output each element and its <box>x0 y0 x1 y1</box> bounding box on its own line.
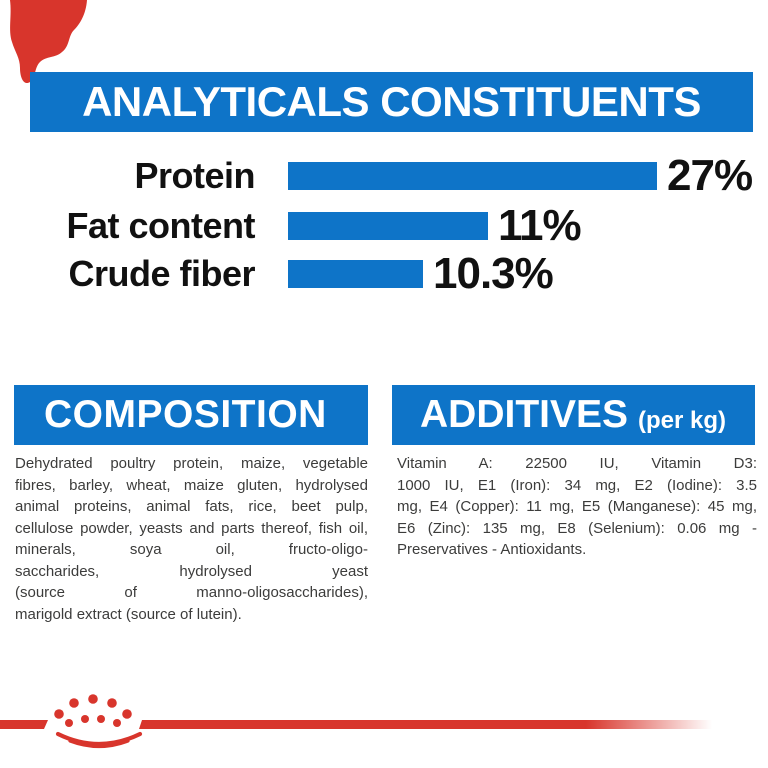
analyticals-header: ANALYTICALS CONSTITUENTS <box>30 72 753 132</box>
fat-content-bar <box>288 212 488 240</box>
footer-line-left <box>0 720 48 729</box>
protein-bar <box>288 162 657 190</box>
additives-header: ADDITIVES (per kg) <box>392 385 755 445</box>
additives-line: 1000 IU, E1 (Iron): 34 mg, E2 (Iodine): … <box>397 476 757 494</box>
composition-line: cellulose powder, yeasts and parts there… <box>15 519 368 537</box>
crude-fiber-value: 10.3% <box>433 249 554 298</box>
footer-brand-strip <box>0 694 712 749</box>
red-corner-accent-icon <box>10 0 87 84</box>
composition-line: minerals, soya oil, fructo-oligo- <box>15 541 368 558</box>
composition-line: Dehydrated poultry protein, maize, veget… <box>15 455 368 472</box>
chart-row-fat-content: Fat content 11% <box>0 201 768 250</box>
royal-canin-crown-logo-icon <box>54 694 143 749</box>
protein-value: 27% <box>667 151 753 200</box>
composition-line: (source of manno-oligosaccharides), <box>15 584 368 601</box>
additives-line: Preservatives - Antioxidants. <box>397 541 587 558</box>
additives-text: Vitamin A: 22500 IU, Vitamin D3: 1000 IU… <box>397 453 757 561</box>
fat-content-label: Fat content <box>66 205 256 246</box>
additives-line: mg, E4 (Copper): 11 mg, E5 (Manganese): … <box>397 498 757 515</box>
composition-title: COMPOSITION <box>44 393 327 436</box>
crude-fiber-label: Crude fiber <box>68 253 255 294</box>
additives-line: Vitamin A: 22500 IU, Vitamin D3: <box>397 455 757 472</box>
crude-fiber-bar <box>288 260 423 288</box>
composition-text: Dehydrated poultry protein, maize, veget… <box>15 453 368 625</box>
fat-content-value: 11% <box>498 201 582 250</box>
additives-line: E6 (Zinc): 135 mg, E8 (Selenium): 0.06 m… <box>397 519 757 537</box>
composition-line: animal proteins, animal fats, rice, beet… <box>15 498 368 515</box>
protein-label: Protein <box>134 155 255 196</box>
additives-unit-suffix: (per kg) <box>638 407 727 434</box>
chart-row-protein: Protein 27% <box>0 151 768 200</box>
composition-line: saccharides, hydrolysed yeast <box>15 562 368 580</box>
additives-title: ADDITIVES <box>420 393 629 436</box>
analyticals-title: ANALYTICALS CONSTITUENTS <box>82 78 701 125</box>
composition-line: marigold extract (source of lutein). <box>15 605 242 623</box>
chart-row-crude-fiber: Crude fiber 10.3% <box>0 249 768 298</box>
composition-header: COMPOSITION <box>14 385 368 445</box>
footer-line-right <box>139 720 712 729</box>
composition-line: fibres, barley, wheat, maize gluten, hyd… <box>15 476 368 494</box>
